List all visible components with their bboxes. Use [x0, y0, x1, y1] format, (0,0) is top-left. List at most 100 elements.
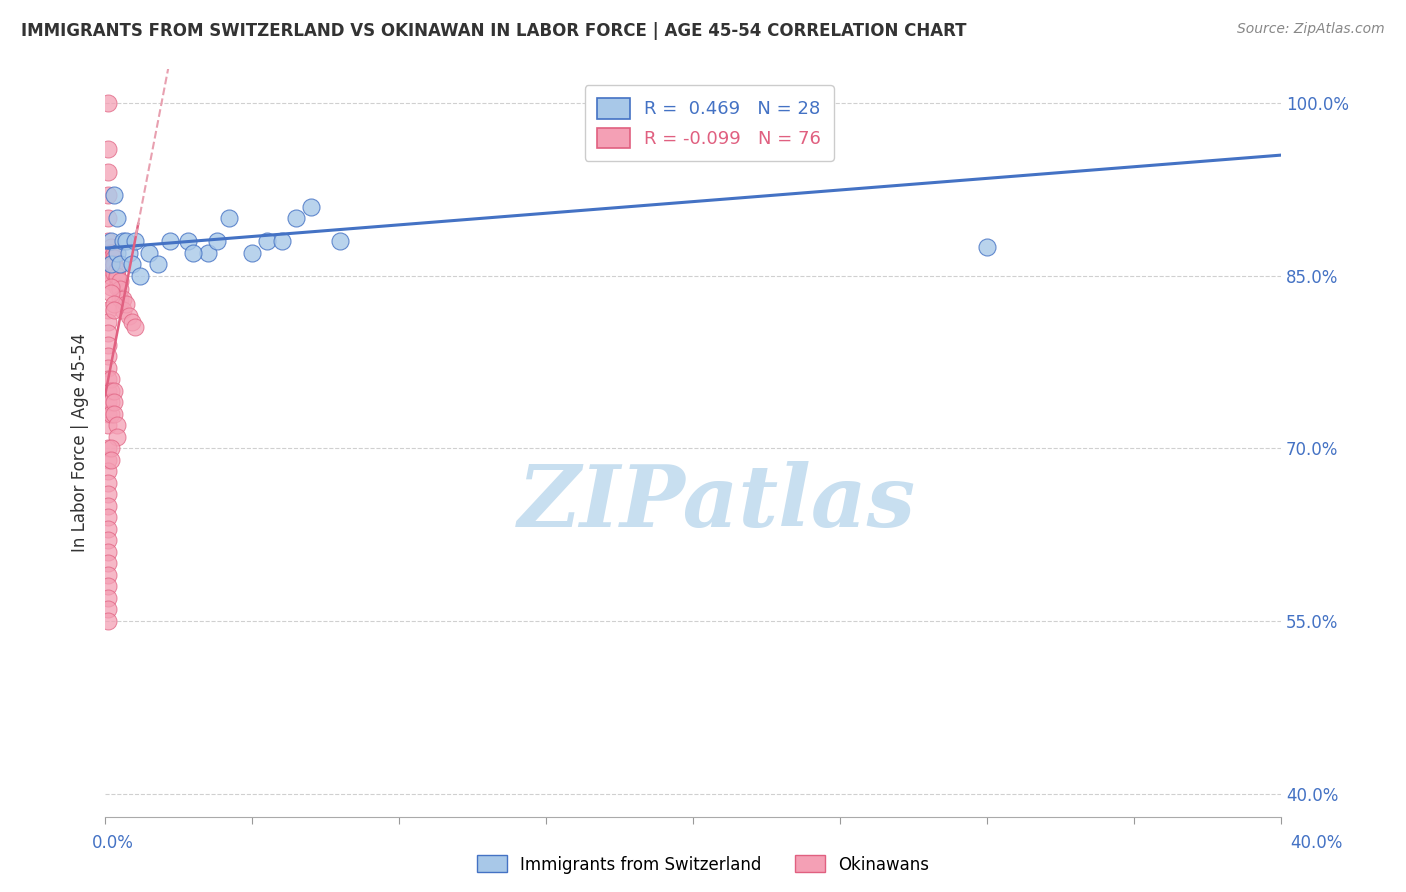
Point	[105, 280, 128, 294]
Point	[97, 464, 120, 478]
Point	[100, 234, 122, 248]
Point	[138, 245, 160, 260]
Point	[97, 326, 120, 341]
Point	[100, 257, 122, 271]
Point	[100, 285, 122, 300]
Point	[97, 96, 120, 111]
Point	[97, 315, 120, 329]
Point	[100, 384, 122, 398]
Point	[97, 372, 120, 386]
Point	[114, 297, 136, 311]
Point	[97, 257, 120, 271]
Point	[100, 407, 122, 421]
Point	[97, 510, 120, 524]
Point	[100, 280, 122, 294]
Point	[114, 234, 136, 248]
Point	[111, 234, 134, 248]
Point	[97, 407, 120, 421]
Point	[103, 245, 125, 260]
Point	[205, 234, 228, 248]
Point	[103, 297, 125, 311]
Point	[97, 579, 120, 593]
Text: 0.0%: 0.0%	[91, 834, 134, 852]
Point	[97, 337, 120, 351]
Point	[100, 257, 122, 271]
Point	[118, 309, 141, 323]
Point	[97, 142, 120, 156]
Point	[103, 252, 125, 266]
Point	[105, 271, 128, 285]
Point	[129, 268, 152, 283]
Point	[97, 591, 120, 605]
Point	[103, 303, 125, 318]
Point	[146, 257, 169, 271]
Point	[100, 452, 122, 467]
Point	[100, 240, 122, 254]
Point	[103, 384, 125, 398]
Text: IMMIGRANTS FROM SWITZERLAND VS OKINAWAN IN LABOR FORCE | AGE 45-54 CORRELATION C: IMMIGRANTS FROM SWITZERLAND VS OKINAWAN …	[21, 22, 966, 40]
Point	[97, 360, 120, 375]
Point	[97, 442, 120, 456]
Point	[100, 274, 122, 288]
Point	[97, 499, 120, 513]
Point	[97, 602, 120, 616]
Point	[97, 349, 120, 363]
Point	[97, 234, 120, 248]
Point	[159, 234, 181, 248]
Point	[100, 442, 122, 456]
Point	[118, 245, 141, 260]
Point	[97, 303, 120, 318]
Text: 40.0%: 40.0%	[1291, 834, 1343, 852]
Point	[97, 487, 120, 501]
Point	[97, 188, 120, 202]
Point	[197, 245, 219, 260]
Point	[103, 260, 125, 274]
Point	[97, 614, 120, 628]
Point	[103, 266, 125, 280]
Point	[256, 234, 278, 248]
Point	[100, 372, 122, 386]
Point	[299, 200, 322, 214]
Point	[97, 533, 120, 548]
Point	[218, 211, 240, 226]
Point	[97, 418, 120, 433]
Point	[108, 292, 131, 306]
Point	[97, 395, 120, 409]
Point	[105, 245, 128, 260]
Legend: R =  0.469   N = 28, R = -0.099   N = 76: R = 0.469 N = 28, R = -0.099 N = 76	[585, 85, 834, 161]
Point	[97, 165, 120, 179]
Point	[121, 257, 143, 271]
Point	[100, 268, 122, 283]
Point	[183, 245, 205, 260]
Point	[108, 257, 131, 271]
Point	[105, 268, 128, 283]
Point	[105, 211, 128, 226]
Point	[976, 240, 998, 254]
Point	[105, 418, 128, 433]
Point	[111, 303, 134, 318]
Point	[100, 263, 122, 277]
Point	[100, 252, 122, 266]
Point	[176, 234, 198, 248]
Point	[103, 395, 125, 409]
Y-axis label: In Labor Force | Age 45-54: In Labor Force | Age 45-54	[72, 333, 89, 552]
Point	[97, 557, 120, 571]
Point	[97, 452, 120, 467]
Point	[108, 274, 131, 288]
Point	[124, 320, 146, 334]
Point	[105, 263, 128, 277]
Point	[97, 245, 120, 260]
Point	[770, 96, 793, 111]
Point	[97, 384, 120, 398]
Point	[270, 234, 292, 248]
Point	[100, 245, 122, 260]
Point	[124, 234, 146, 248]
Point	[97, 522, 120, 536]
Point	[108, 283, 131, 297]
Point	[97, 211, 120, 226]
Point	[97, 567, 120, 582]
Text: ZIPatlas: ZIPatlas	[517, 460, 915, 544]
Point	[97, 263, 120, 277]
Point	[97, 545, 120, 559]
Legend: Immigrants from Switzerland, Okinawans: Immigrants from Switzerland, Okinawans	[468, 847, 938, 882]
